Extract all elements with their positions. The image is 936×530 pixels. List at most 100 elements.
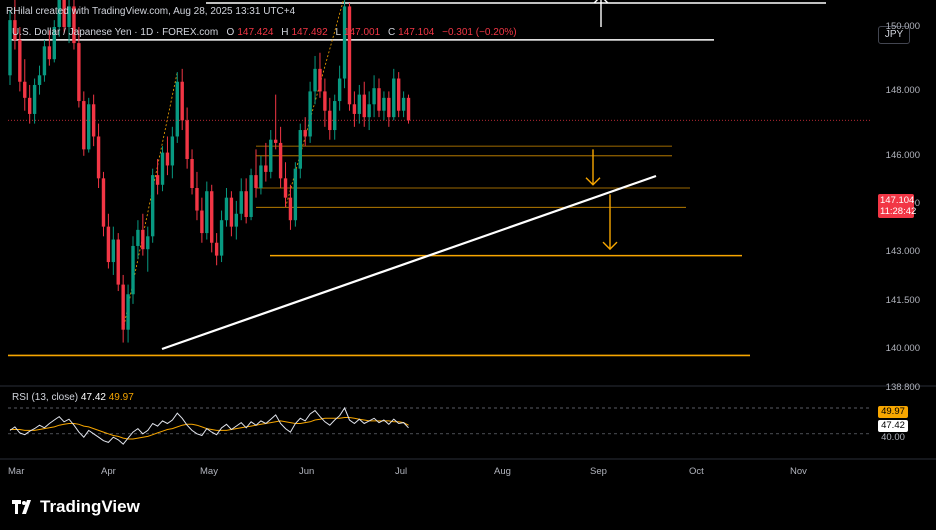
candle-body	[377, 88, 381, 111]
candle-body	[283, 178, 288, 198]
candle-body	[357, 94, 362, 114]
candle-body	[313, 68, 317, 92]
candle-body	[382, 97, 386, 111]
candle-body	[205, 191, 209, 234]
candle-body	[160, 152, 165, 185]
candle-body	[62, 0, 66, 27]
candle-body	[165, 152, 170, 166]
candle-body	[278, 142, 283, 179]
candle-body	[229, 197, 234, 227]
last-price-tag: 147.104 11:28:42	[878, 194, 916, 218]
candle-body	[47, 46, 52, 60]
candle-body	[96, 136, 101, 179]
price-chart[interactable]	[0, 0, 936, 488]
candle-body	[87, 104, 91, 150]
rsi-legend[interactable]: RSI (13, close) 47.42 49.97	[12, 392, 134, 403]
price-tick-label: 138.800	[885, 381, 920, 393]
candle-body	[180, 81, 184, 121]
candle-body	[401, 97, 406, 111]
ascending-trendline	[161, 174, 657, 351]
candle-body	[352, 104, 357, 114]
candle-body	[77, 43, 81, 102]
currency-button[interactable]: JPY	[878, 26, 910, 44]
candle-body	[82, 101, 86, 150]
open-label: O	[226, 27, 235, 38]
candle-body	[52, 27, 56, 60]
candle-body	[13, 20, 17, 40]
rsi-value-tag: 47.42	[878, 420, 908, 432]
change-value: −0.301 (−0.20%)	[442, 27, 517, 38]
candle-body	[337, 78, 342, 102]
candle-body	[239, 191, 243, 214]
rsi-ma-line	[10, 417, 409, 440]
candle-body	[42, 46, 47, 76]
time-tick-label: Aug	[494, 466, 511, 477]
tradingview-wordmark: TradingView	[40, 497, 140, 516]
candle-body	[396, 78, 401, 111]
candle-body	[106, 226, 111, 263]
candle-body	[308, 91, 312, 137]
candle-body	[362, 94, 366, 118]
symbol-ohlc-line: U.S. Dollar / Japanese Yen · 1D · FOREX.…	[12, 27, 522, 38]
candle-body	[387, 97, 391, 118]
candle-body	[195, 188, 199, 211]
time-tick-label: May	[200, 466, 218, 477]
candle-body	[32, 84, 37, 114]
candle-body	[347, 6, 352, 105]
candle-body	[264, 165, 268, 172]
candle-body	[367, 104, 371, 118]
candle-body	[91, 104, 96, 137]
candle-body	[116, 239, 120, 285]
candle-body	[101, 178, 106, 227]
low-label: L	[335, 27, 341, 38]
candle-body	[372, 88, 376, 105]
rsi-legend-ma-value: 49.97	[108, 392, 134, 403]
candle-body	[67, 6, 71, 27]
candle-body	[72, 6, 76, 44]
candle-body	[146, 236, 150, 250]
tradingview-logo-icon	[12, 500, 31, 514]
candle-body	[200, 210, 204, 234]
rsi-ma-tag: 49.97	[878, 406, 908, 418]
high-label: H	[281, 27, 289, 38]
time-tick-label: Apr	[101, 466, 116, 477]
high-value: 147.492	[291, 27, 328, 38]
rsi-line	[9, 406, 409, 445]
candle-body	[190, 159, 194, 188]
candle-body	[318, 68, 322, 92]
down-arrowhead	[602, 241, 618, 251]
price-tick-label: 148.000	[885, 85, 920, 97]
candle-body	[175, 81, 179, 137]
time-tick-label: Jul	[395, 466, 408, 477]
tradingview-logo[interactable]: TradingView	[12, 497, 140, 517]
candle-body	[23, 81, 27, 98]
candle-body	[111, 239, 116, 263]
price-tick-label: 146.000	[885, 149, 920, 161]
candle-body	[333, 101, 337, 131]
candle-body	[259, 165, 263, 188]
candle-body	[323, 91, 327, 111]
candle-body	[249, 175, 253, 217]
candle-body	[342, 6, 347, 79]
candle-body	[121, 284, 125, 330]
candle-body	[406, 97, 411, 121]
candle-body	[219, 220, 224, 256]
candle-body	[155, 175, 160, 185]
price-tick-label: 143.000	[885, 246, 920, 258]
candle-body	[303, 130, 307, 137]
candle-body	[269, 139, 273, 172]
candle-body	[224, 197, 229, 221]
candle-body	[254, 175, 258, 188]
candle-body	[185, 120, 189, 160]
dotted-guide-line	[122, 71, 178, 330]
candle-body	[392, 78, 396, 118]
rsi-level-label: 40.00	[881, 432, 905, 443]
candle-body	[210, 191, 214, 243]
footer	[0, 488, 936, 530]
candle-body	[244, 191, 248, 217]
down-arrowhead	[585, 177, 601, 186]
symbol-name[interactable]: U.S. Dollar / Japanese Yen · 1D · FOREX.…	[12, 27, 219, 38]
candle-body	[8, 20, 12, 76]
rsi-legend-value: 47.42	[80, 392, 106, 403]
candle-body	[288, 197, 293, 221]
